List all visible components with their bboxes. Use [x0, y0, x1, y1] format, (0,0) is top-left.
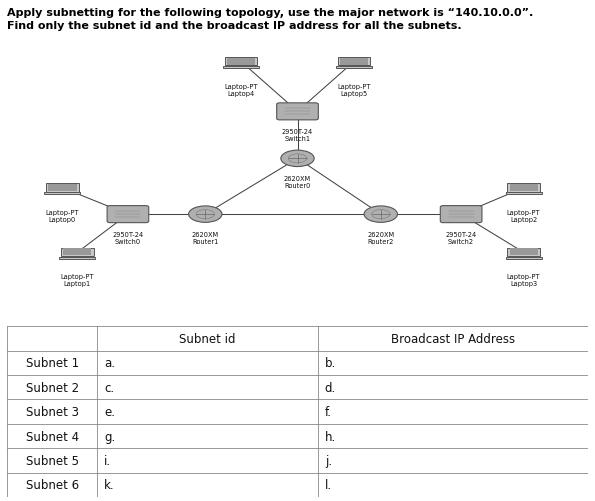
Text: f.: f.	[325, 405, 332, 418]
Bar	[336, 67, 372, 69]
Text: Broadcast IP Address: Broadcast IP Address	[391, 332, 515, 345]
FancyBboxPatch shape	[440, 206, 482, 223]
Text: Laptop-PT
Laptop2: Laptop-PT Laptop2	[507, 209, 540, 222]
Bar	[46, 184, 79, 192]
Text: Laptop-PT
Laptop1: Laptop-PT Laptop1	[61, 274, 94, 287]
Text: k.: k.	[104, 478, 115, 491]
Bar	[507, 184, 540, 192]
Text: 2950T-24
Switch2: 2950T-24 Switch2	[446, 231, 477, 244]
Bar	[506, 257, 541, 260]
Bar	[45, 192, 80, 195]
Text: d.: d.	[325, 381, 336, 394]
Text: j.: j.	[325, 454, 332, 467]
Text: i.: i.	[104, 454, 111, 467]
Bar	[60, 257, 95, 260]
Bar	[509, 249, 538, 256]
Text: Subnet 2: Subnet 2	[26, 381, 79, 394]
Text: a.: a.	[104, 357, 115, 370]
Bar	[338, 58, 371, 66]
Bar	[340, 59, 368, 66]
Text: g.: g.	[104, 430, 115, 443]
Bar	[63, 249, 92, 256]
Bar	[509, 184, 538, 191]
FancyBboxPatch shape	[277, 104, 318, 121]
Text: 2620XM
Router1: 2620XM Router1	[192, 231, 219, 244]
FancyBboxPatch shape	[107, 206, 149, 223]
Text: Subnet 4: Subnet 4	[26, 430, 79, 443]
Circle shape	[189, 206, 222, 223]
Text: b.: b.	[325, 357, 336, 370]
Circle shape	[364, 206, 397, 223]
Text: Subnet 6: Subnet 6	[26, 478, 79, 491]
Text: c.: c.	[104, 381, 114, 394]
Text: Find only the subnet id and the broadcast IP address for all the subnets.: Find only the subnet id and the broadcas…	[7, 21, 462, 31]
Text: 2620XM
Router0: 2620XM Router0	[284, 176, 311, 189]
Bar	[227, 59, 255, 66]
Text: h.: h.	[325, 430, 336, 443]
Text: Laptop-PT
Laptop3: Laptop-PT Laptop3	[507, 274, 540, 287]
Bar	[507, 248, 540, 257]
Text: Laptop-PT
Laptop4: Laptop-PT Laptop4	[224, 83, 258, 96]
Text: 2950T-24
Switch0: 2950T-24 Switch0	[112, 231, 143, 244]
Text: e.: e.	[104, 405, 115, 418]
Text: Subnet 1: Subnet 1	[26, 357, 79, 370]
Bar	[223, 67, 259, 69]
Bar	[48, 184, 77, 191]
Text: Subnet id: Subnet id	[179, 332, 236, 345]
Text: Laptop-PT
Laptop5: Laptop-PT Laptop5	[337, 83, 371, 96]
Text: 2620XM
Router2: 2620XM Router2	[367, 231, 394, 244]
Circle shape	[281, 151, 314, 167]
Text: Subnet 3: Subnet 3	[26, 405, 79, 418]
Bar	[225, 58, 257, 66]
Bar	[506, 192, 541, 195]
Text: Apply subnetting for the following topology, use the major network is “140.10.0.: Apply subnetting for the following topol…	[7, 8, 533, 18]
Text: Subnet 5: Subnet 5	[26, 454, 79, 467]
Bar	[61, 248, 94, 257]
Text: Laptop-PT
Laptop0: Laptop-PT Laptop0	[46, 209, 79, 222]
Text: l.: l.	[325, 478, 332, 491]
Text: 2950T-24
Switch1: 2950T-24 Switch1	[282, 129, 313, 142]
